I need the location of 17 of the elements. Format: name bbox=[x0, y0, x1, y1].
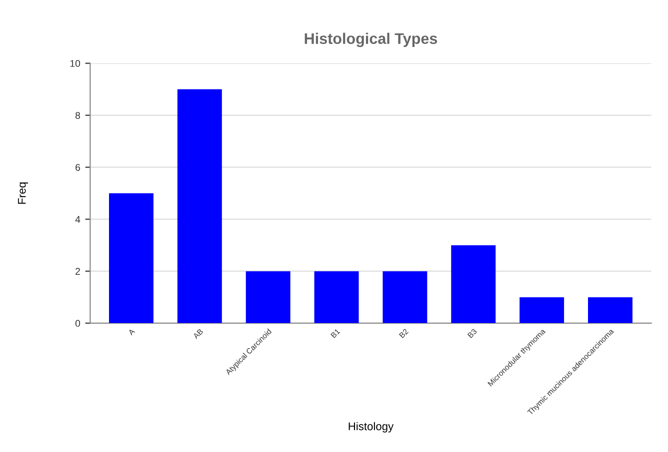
bar bbox=[520, 297, 564, 324]
y-tick-label: 0 bbox=[75, 320, 80, 327]
y-tick-label: 6 bbox=[76, 164, 80, 171]
bar bbox=[109, 193, 154, 324]
y-tick-label: 4 bbox=[75, 216, 80, 223]
y-tick-label: 2 bbox=[76, 268, 80, 275]
bar bbox=[177, 89, 222, 324]
bar bbox=[382, 271, 428, 324]
x-axis-title: Histology bbox=[348, 422, 394, 432]
bar bbox=[246, 271, 290, 324]
bar bbox=[451, 245, 496, 324]
bar bbox=[588, 297, 632, 324]
y-tick-label: 10 bbox=[70, 60, 80, 67]
chart-title: Histological Types bbox=[304, 32, 438, 48]
bar bbox=[314, 271, 359, 324]
y-tick-label: 8 bbox=[75, 112, 80, 119]
y-axis-title: Freq bbox=[18, 182, 28, 204]
